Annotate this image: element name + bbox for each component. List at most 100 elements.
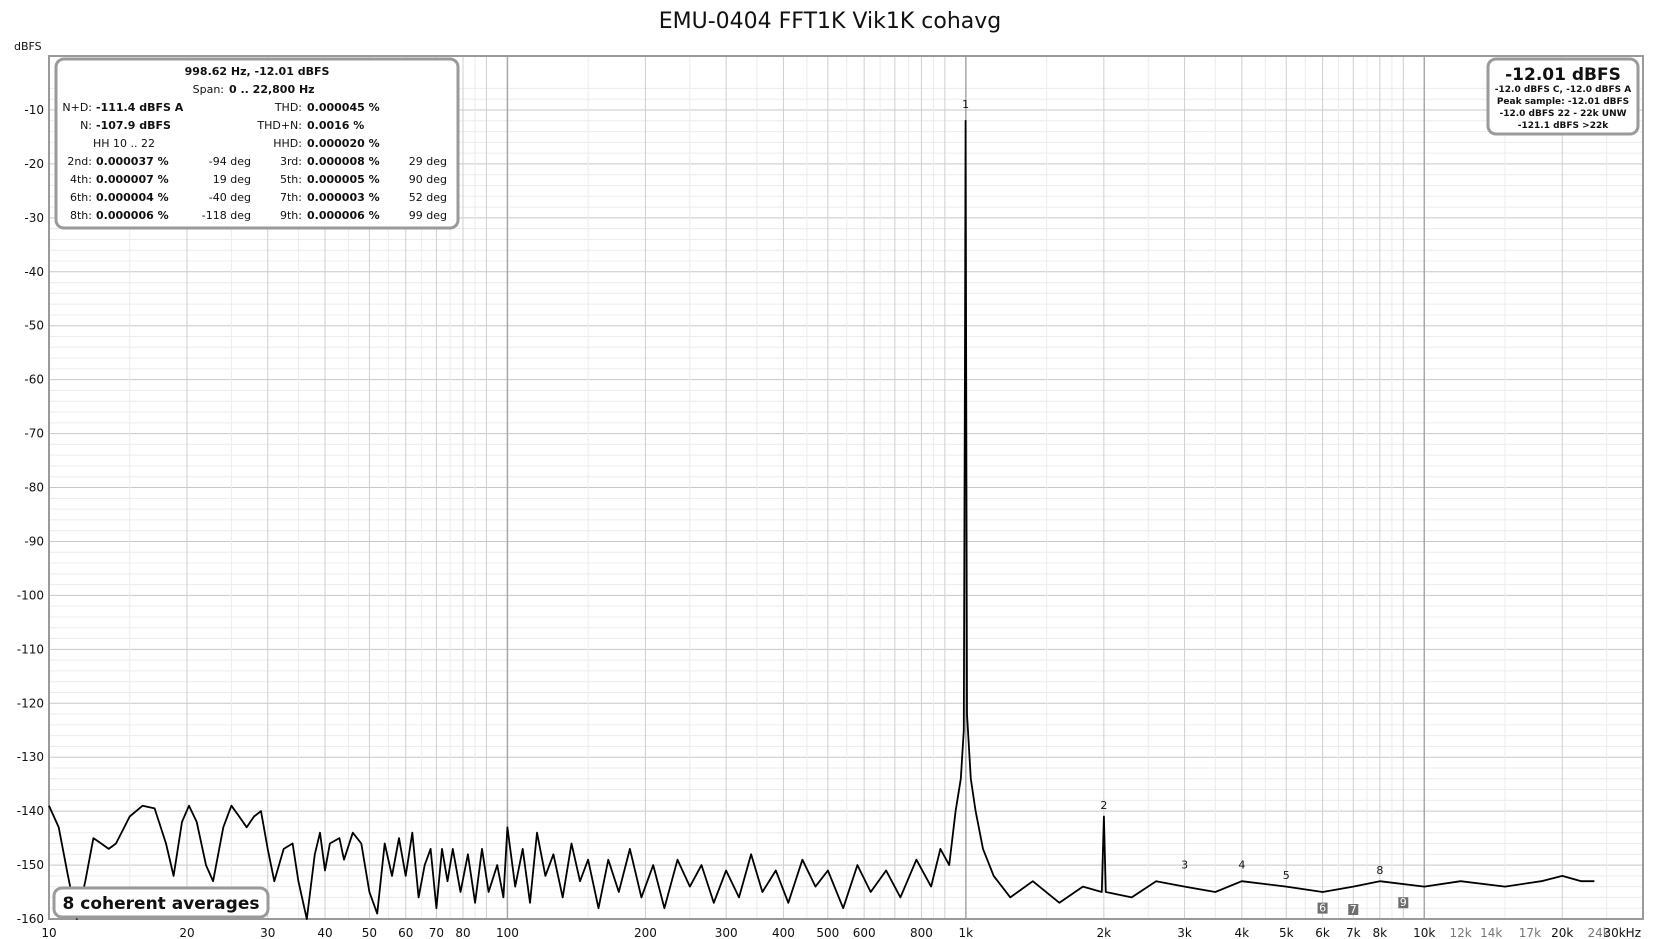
n-label: N: [80, 119, 92, 132]
x-tick-labels: 10 20 30 40 50 60 70 80 100 200 300 400 500 600 800 1k 2… [41, 926, 1641, 939]
y-tick-label: -80 [24, 481, 44, 495]
harmonic-phase: 90 deg [409, 173, 447, 186]
level-main: -12.01 dBFS [1505, 65, 1621, 85]
harmonic-phase: 52 deg [409, 191, 447, 204]
span-label: Span: [193, 83, 224, 96]
thdn-value: 0.0016 % [307, 119, 364, 132]
harmonic-value: 0.000006 % [96, 209, 169, 222]
n-value: -107.9 dBFS [96, 119, 171, 132]
x-tick-label: 12k [1449, 926, 1471, 939]
harmonic-marker-label: 4 [1238, 858, 1245, 871]
averages-label: 8 coherent averages [63, 894, 260, 914]
x-tick-label: 7k [1346, 926, 1361, 939]
y-tick-label: -20 [24, 157, 44, 171]
hh-label: HH 10 .. 22 [93, 137, 155, 150]
x-tick-label: 2k [1097, 926, 1112, 939]
y-tick-label: -120 [17, 696, 44, 710]
y-tick-label: -90 [24, 534, 44, 548]
y-tick-label: -10 [24, 103, 44, 117]
harmonic-marker-label: 3 [1181, 858, 1188, 871]
x-tick-label: 70 [429, 926, 444, 939]
x-tick-label: 500 [816, 926, 839, 939]
harmonic-label: 9th: [280, 209, 302, 222]
x-tick-label: 30 [260, 926, 275, 939]
harmonic-value: 0.000003 % [307, 191, 380, 204]
thd-value: 0.000045 % [307, 101, 380, 114]
nd-label: N+D: [62, 101, 92, 114]
harmonic-marker-label: 2 [1100, 799, 1107, 812]
harmonic-value: 0.000004 % [96, 191, 169, 204]
x-tick-label: 24k [1587, 926, 1609, 939]
harmonic-marker-label: 5 [1283, 869, 1290, 882]
x-tick-label: 100 [496, 926, 519, 939]
harmonic-phase: 19 deg [213, 173, 251, 186]
span-value: 0 .. 22,800 Hz [229, 83, 315, 96]
averages-box-frame [52, 886, 270, 919]
x-tick-label: 20k [1551, 926, 1573, 939]
hhd-label: HHD: [273, 137, 302, 150]
harmonic-value: 0.000005 % [307, 173, 380, 186]
y-tick-label: -70 [24, 427, 44, 441]
thd-label: THD: [274, 101, 302, 114]
x-tick-label: 600 [853, 926, 876, 939]
harmonic-marker-label: 7 [1350, 903, 1357, 916]
harmonic-marker-box [1398, 897, 1409, 909]
y-tick-label: -60 [24, 373, 44, 387]
x-tick-label: 30kHz [1603, 926, 1641, 939]
info-header: 998.62 Hz, -12.01 dBFS [185, 65, 330, 78]
harmonic-label: 3rd: [280, 155, 302, 168]
spectrum-line [48, 119, 1595, 920]
x-tick-label: 1k [959, 926, 974, 939]
level-box-frame [1486, 57, 1640, 136]
x-tick-label: 3k [1177, 926, 1192, 939]
level-line-1: -12.0 dBFS C, -12.0 dBFS A [1495, 85, 1631, 95]
x-tick-label: 300 [715, 926, 738, 939]
y-axis-label: dBFS [14, 40, 42, 53]
harmonic-table: 2nd: 0.000037 % -94 deg 3rd: 0.000008 % 29 de… [67, 155, 447, 222]
x-tick-label: 40 [317, 926, 332, 939]
harmonic-label: 7th: [280, 191, 302, 204]
hhd-value: 0.000020 % [307, 137, 380, 150]
x-tick-label: 10 [41, 926, 56, 939]
harmonic-label: 8th: [70, 209, 92, 222]
y-tick-label: -140 [17, 804, 44, 818]
harmonic-value: 0.000037 % [96, 155, 169, 168]
harmonic-marker-label: 6 [1319, 902, 1326, 915]
harmonic-phase: 29 deg [409, 155, 447, 168]
x-tick-label: 200 [634, 926, 657, 939]
x-tick-label: 800 [910, 926, 933, 939]
y-tick-label: -150 [17, 858, 44, 872]
harmonic-label: 5th: [280, 173, 302, 186]
grid [48, 56, 1644, 920]
harmonic-marker-box [1317, 902, 1328, 914]
x-tick-label: 5k [1279, 926, 1294, 939]
harmonic-marker-label: 1 [962, 98, 969, 111]
x-tick-label: 20 [179, 926, 194, 939]
level-line-2: Peak sample: -12.01 dBFS [1497, 97, 1629, 107]
harmonic-marker-box [1348, 904, 1359, 915]
y-tick-label: -160 [17, 912, 44, 926]
harmonic-label: 2nd: [67, 155, 92, 168]
x-tick-label: 6k [1315, 926, 1330, 939]
measurement-info-box: 998.62 Hz, -12.01 dBFS Span: 0 .. 22,800… [54, 57, 460, 230]
harmonic-phase: -118 deg [202, 209, 251, 222]
y-tick-label: -130 [17, 750, 44, 764]
nd-value: -111.4 dBFS A [96, 101, 184, 114]
x-tick-label: 60 [398, 926, 413, 939]
harmonic-value: 0.000008 % [307, 155, 380, 168]
thdn-label: THD+N: [256, 119, 302, 132]
plot-frame [48, 55, 1644, 920]
level-line-4: -121.1 dBFS >22k [1518, 121, 1609, 131]
chart-title: EMU-0404 FFT1K Vik1K cohavg [659, 9, 1001, 34]
level-line-3: -12.0 dBFS 22 - 22k UNW [1499, 109, 1626, 119]
spectrum-trace [48, 119, 1595, 920]
x-tick-label: 17k [1519, 926, 1541, 939]
y-tick-label: -50 [24, 319, 44, 333]
x-tick-label: 14k [1480, 926, 1502, 939]
x-tick-label: 8k [1373, 926, 1388, 939]
harmonic-markers: 1 2 3 4 5 6 7 8 9 [962, 98, 1409, 916]
x-tick-label: 400 [772, 926, 795, 939]
y-tick-labels: -10 -20 -30 -40 -50 -60 -70 -80 -90 -100 -110 -120 -… [17, 103, 44, 926]
harmonic-value: 0.000006 % [307, 209, 380, 222]
